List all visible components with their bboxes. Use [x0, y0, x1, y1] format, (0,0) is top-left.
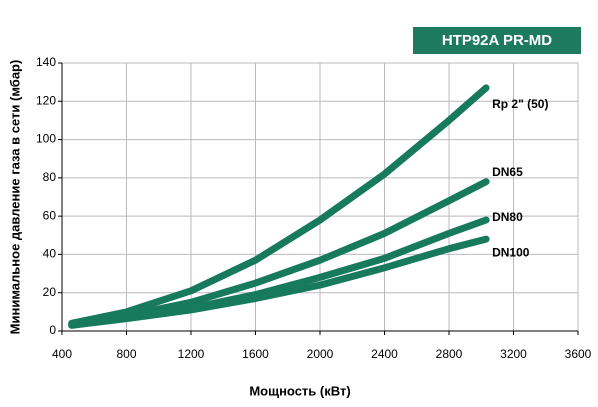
x-tick-label: 800 — [116, 347, 136, 361]
series-label: DN65 — [492, 165, 523, 179]
badge-box — [413, 27, 581, 54]
series-line — [68, 84, 490, 327]
x-tick-label: 3200 — [500, 347, 527, 361]
x-tick-label: 400 — [52, 347, 72, 361]
series-line — [68, 235, 490, 329]
series-label: DN80 — [492, 210, 523, 224]
y-tick-label: 100 — [36, 132, 56, 146]
x-tick-label: 3600 — [565, 347, 592, 361]
x-tick-label: 1600 — [242, 347, 269, 361]
y-tick-label: 20 — [43, 285, 57, 299]
x-tick-label: 2800 — [436, 347, 463, 361]
badge: HTP92A PR-MD — [442, 32, 552, 49]
x-tick-label: 1200 — [178, 347, 205, 361]
y-axis-title: Минимальное давление газа в сети (мбар) — [7, 60, 22, 335]
series-label: DN100 — [492, 245, 530, 259]
x-tick-label: 2000 — [307, 347, 334, 361]
x-tick-label: 2400 — [371, 347, 398, 361]
y-tick-label: 120 — [36, 93, 56, 107]
y-tick-label: 140 — [36, 55, 56, 69]
series-label: Rp 2" (50) — [492, 97, 548, 111]
y-tick-label: 80 — [43, 170, 57, 184]
x-axis-title: Мощность (кВт) — [249, 383, 350, 398]
y-tick-label: 40 — [43, 247, 57, 261]
y-tick-label: 0 — [49, 323, 56, 337]
y-tick-label: 60 — [43, 208, 57, 222]
